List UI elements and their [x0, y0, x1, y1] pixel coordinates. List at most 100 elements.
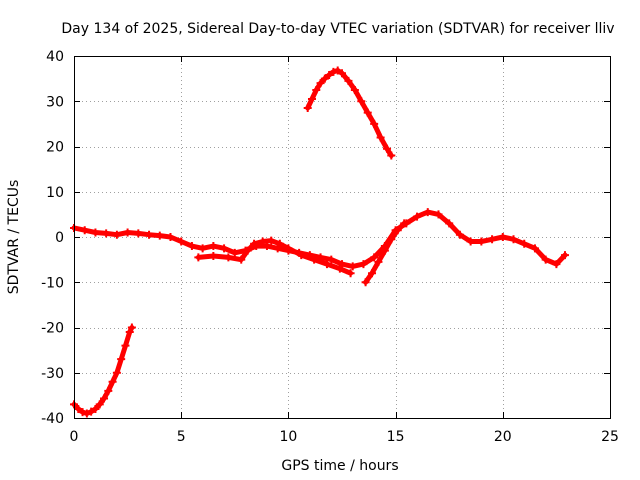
data-point — [112, 230, 121, 239]
x-tick-labels: 0 5 10 15 20 25 — [70, 429, 619, 445]
data-point — [338, 69, 346, 78]
y-tick-label: -30 — [41, 366, 64, 382]
data-point — [445, 219, 454, 228]
y-tick-label: -20 — [41, 321, 64, 337]
data-point — [166, 233, 175, 241]
data-point — [560, 251, 569, 260]
data-point — [325, 71, 334, 80]
series-pass-early-low — [71, 325, 135, 416]
x-tick-label: 25 — [601, 429, 619, 445]
data-point — [477, 237, 486, 246]
data-point — [361, 278, 370, 287]
series-pass-main-points — [70, 208, 569, 271]
data-point — [338, 260, 346, 269]
y-tick-labels: -40 -30 -20 -10 0 10 20 30 40 — [41, 49, 64, 427]
data-point — [127, 323, 136, 332]
data-point — [250, 239, 259, 248]
data-point — [187, 242, 196, 251]
chart-title: Day 134 of 2025, Sidereal Day-to-day VTE… — [61, 21, 614, 37]
data-point — [104, 386, 113, 395]
data-point — [387, 151, 396, 160]
data-point — [198, 244, 207, 253]
data-point — [329, 67, 338, 76]
data-point — [209, 252, 218, 261]
data-point — [102, 229, 111, 238]
y-tick-label: -40 — [41, 411, 64, 427]
data-point — [121, 341, 130, 350]
data-point — [348, 262, 357, 271]
data-point — [284, 244, 293, 253]
data-point — [177, 237, 186, 246]
data-point — [125, 328, 134, 337]
data-point — [434, 210, 443, 219]
data-point — [327, 255, 336, 264]
data-point — [303, 104, 312, 113]
x-axis-label: GPS time / hours — [281, 458, 398, 474]
x-tick-label: 10 — [279, 429, 297, 445]
data-point — [230, 248, 239, 257]
data-point — [258, 237, 267, 246]
data-point — [297, 251, 306, 260]
x-tick-label: 0 — [70, 429, 79, 445]
data-point — [100, 394, 109, 403]
series-layer — [70, 66, 569, 418]
data-point — [123, 228, 132, 237]
y-tick-label: 40 — [46, 49, 64, 65]
series-pass-early-low-points — [70, 323, 136, 418]
data-point — [370, 119, 379, 128]
y-tick-label: 10 — [46, 185, 64, 201]
data-point — [541, 255, 550, 264]
x-tick-label: 5 — [177, 429, 186, 445]
y-tick-label: 20 — [46, 140, 64, 156]
data-point — [74, 404, 83, 413]
data-point — [145, 230, 154, 239]
data-point — [333, 66, 342, 75]
data-point — [370, 253, 379, 262]
data-point — [91, 228, 100, 237]
data-point — [134, 229, 143, 238]
series-pass-midday-high-points — [303, 66, 396, 160]
data-point — [423, 208, 432, 217]
data-point — [316, 79, 325, 88]
data-point — [108, 377, 117, 386]
data-point — [275, 239, 284, 248]
data-point — [237, 255, 246, 264]
data-point — [393, 226, 402, 235]
data-point — [552, 260, 561, 269]
series-pass-evening-cluster-points — [194, 236, 355, 278]
data-point — [322, 260, 331, 269]
data-point — [87, 407, 96, 416]
y-tick-label: 30 — [46, 94, 64, 110]
data-point — [359, 260, 368, 269]
data-point — [509, 235, 518, 244]
data-point — [400, 219, 409, 228]
data-point — [350, 85, 359, 94]
data-point — [380, 246, 389, 255]
data-point — [413, 212, 422, 221]
data-point — [155, 231, 164, 240]
data-point — [363, 108, 372, 117]
data-point — [368, 269, 377, 278]
data-point — [320, 74, 329, 83]
y-axis-label: SDTVAR / TECUs — [6, 180, 22, 295]
data-point — [466, 237, 475, 246]
data-point — [307, 94, 316, 103]
data-point — [82, 409, 91, 418]
data-point — [346, 269, 355, 278]
data-point — [209, 242, 218, 251]
data-point — [387, 235, 396, 244]
data-point — [530, 244, 539, 253]
data-point — [383, 144, 392, 153]
data-point — [78, 408, 87, 417]
data-point — [112, 368, 121, 377]
data-point — [91, 404, 100, 413]
data-point — [344, 76, 353, 85]
y-tick-label: -10 — [41, 275, 64, 291]
data-point — [80, 226, 89, 235]
x-tick-label: 15 — [387, 429, 405, 445]
series-pass-rise-points — [361, 219, 409, 287]
data-point — [357, 97, 366, 106]
data-point — [95, 400, 104, 409]
data-point — [243, 246, 252, 255]
